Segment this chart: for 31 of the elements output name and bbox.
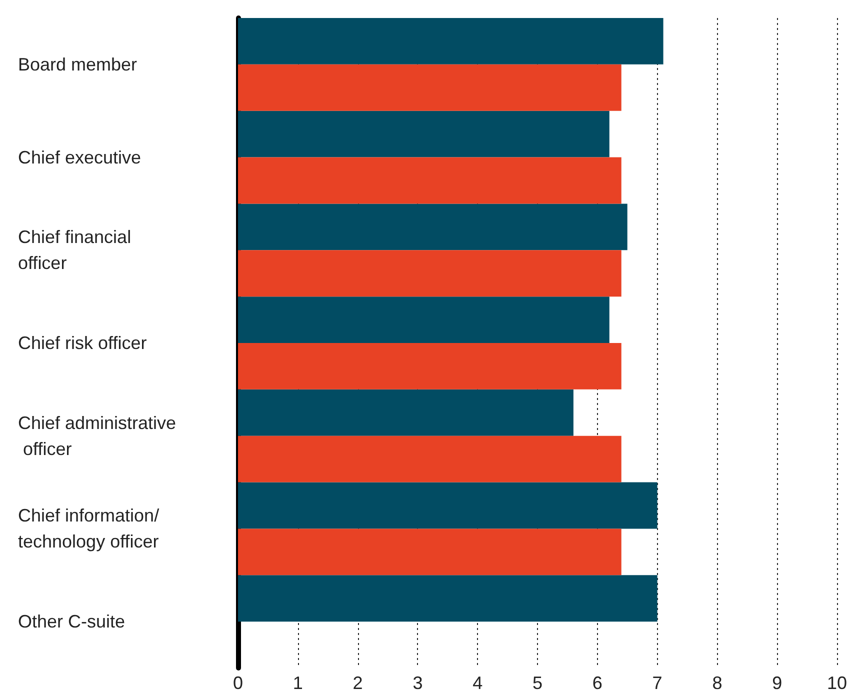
bar bbox=[238, 64, 622, 111]
bar bbox=[238, 110, 610, 158]
x-tick-label: 1 bbox=[292, 673, 303, 693]
bar bbox=[238, 528, 622, 576]
x-tick-label: 7 bbox=[652, 673, 662, 693]
x-tick-label: 8 bbox=[712, 673, 722, 693]
bar bbox=[238, 389, 574, 436]
bar bbox=[238, 204, 628, 250]
y-tick-label: Chief risk officer bbox=[18, 333, 147, 353]
y-tick-label: Chief executive bbox=[18, 147, 142, 168]
bar bbox=[238, 575, 658, 622]
x-tick-label: 4 bbox=[472, 673, 483, 693]
bar bbox=[238, 18, 664, 64]
x-tick-label: 5 bbox=[532, 673, 543, 693]
x-tick-label: 2 bbox=[352, 673, 363, 693]
bar bbox=[238, 250, 622, 297]
bar bbox=[238, 296, 610, 343]
bar bbox=[238, 436, 622, 482]
y-tick-label: Chief financial officer bbox=[18, 227, 136, 274]
y-tick-label: Chief administrative officer bbox=[18, 412, 176, 459]
x-tick-label: 0 bbox=[232, 673, 244, 693]
x-tick-label: 10 bbox=[826, 673, 848, 693]
x-tick-label: 9 bbox=[772, 673, 782, 693]
bar bbox=[238, 343, 622, 390]
x-tick-label: 6 bbox=[592, 673, 602, 693]
y-tick-label: Other C-suite bbox=[18, 612, 126, 632]
bar bbox=[238, 482, 658, 529]
y-tick-label: Board member bbox=[18, 54, 138, 74]
bar bbox=[238, 157, 622, 204]
x-tick-label: 3 bbox=[412, 673, 423, 693]
y-tick-label: Chief information/ technology officer bbox=[18, 506, 164, 552]
